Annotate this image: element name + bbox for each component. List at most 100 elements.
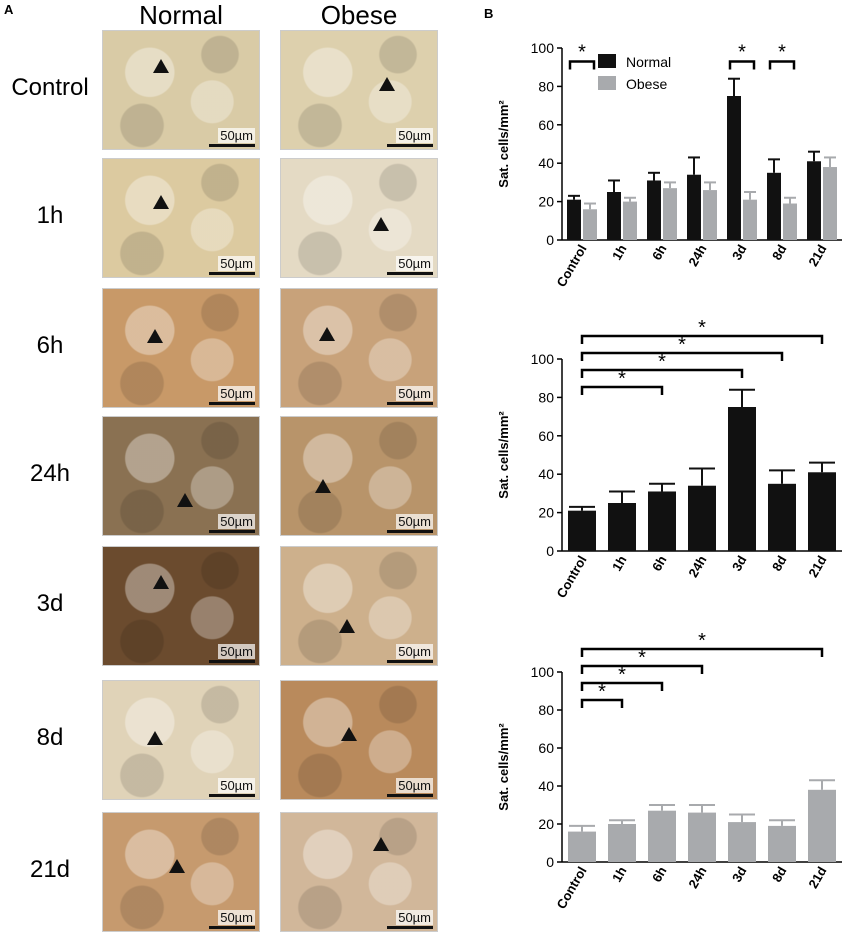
significance-star: * bbox=[738, 41, 746, 63]
x-tick-label: 24h bbox=[685, 553, 709, 580]
significance-star: * bbox=[658, 351, 666, 373]
column-header-normal: Normal bbox=[139, 0, 223, 30]
bar bbox=[767, 172, 781, 240]
bar bbox=[727, 96, 741, 240]
significance-bracket bbox=[580, 647, 824, 657]
bar bbox=[607, 192, 621, 240]
column-header-obese: Obese bbox=[320, 0, 398, 30]
x-tick-label: 6h bbox=[649, 553, 670, 574]
bar bbox=[663, 188, 677, 240]
arrowhead-icon bbox=[373, 837, 389, 851]
row-label-8d: 8d bbox=[36, 724, 64, 751]
row-label-6h: 6h bbox=[36, 332, 64, 359]
bar bbox=[648, 810, 676, 862]
significance-bracket bbox=[580, 698, 624, 708]
scale-bar bbox=[387, 402, 433, 405]
significance-star: * bbox=[618, 664, 626, 686]
bar bbox=[728, 822, 756, 862]
scale-bar bbox=[387, 926, 433, 929]
scale-bar-label: 50µm bbox=[218, 256, 255, 271]
legend-swatch bbox=[598, 76, 616, 90]
x-tick-label: 21d bbox=[805, 864, 829, 891]
scale-bar bbox=[387, 660, 433, 663]
row-label-control: Control bbox=[11, 74, 89, 101]
y-tick-label: 20 bbox=[538, 194, 554, 210]
bar bbox=[703, 190, 717, 240]
bar bbox=[728, 407, 756, 551]
arrowhead-icon bbox=[339, 619, 355, 633]
significance-bracket bbox=[580, 334, 824, 344]
micrograph-normal-1h: 50µm bbox=[102, 158, 260, 278]
arrowhead-icon bbox=[319, 327, 335, 341]
x-tick-label: 8d bbox=[769, 553, 790, 574]
significance-star: * bbox=[618, 368, 626, 390]
scale-bar bbox=[209, 402, 255, 405]
row-label-3d: 3d bbox=[36, 590, 64, 617]
scale-bar bbox=[209, 272, 255, 275]
scale-bar bbox=[209, 144, 255, 147]
micrograph-normal-3d: 50µm bbox=[102, 546, 260, 666]
micrograph-obese-control: 50µm bbox=[280, 30, 438, 150]
y-tick-label: 100 bbox=[531, 664, 555, 680]
y-tick-label: 100 bbox=[531, 351, 555, 367]
significance-bracket bbox=[580, 664, 704, 674]
scale-bar bbox=[387, 530, 433, 533]
micrograph-normal-control: 50µm bbox=[102, 30, 260, 150]
x-tick-label: Control bbox=[553, 553, 589, 601]
scale-bar bbox=[209, 660, 255, 663]
x-tick-label: 1h bbox=[609, 864, 630, 885]
significance-star: * bbox=[698, 630, 706, 652]
arrowhead-icon bbox=[373, 217, 389, 231]
x-tick-label: 8d bbox=[769, 242, 790, 263]
arrowhead-icon bbox=[147, 329, 163, 343]
arrowhead-icon bbox=[379, 77, 395, 91]
arrowhead-icon bbox=[153, 59, 169, 73]
bar bbox=[808, 789, 836, 862]
bar bbox=[647, 180, 661, 240]
scale-bar-label: 50µm bbox=[218, 644, 255, 659]
bar bbox=[568, 831, 596, 862]
y-tick-label: 100 bbox=[531, 40, 555, 56]
y-tick-label: 80 bbox=[538, 78, 554, 94]
bar bbox=[688, 812, 716, 862]
scale-bar-label: 50µm bbox=[396, 910, 433, 925]
panel-a-letter: A bbox=[4, 2, 14, 17]
arrowhead-icon bbox=[341, 727, 357, 741]
bar bbox=[768, 825, 796, 862]
x-tick-label: 24h bbox=[685, 864, 709, 891]
x-tick-label: 24h bbox=[685, 242, 709, 269]
scale-bar-label: 50µm bbox=[396, 256, 433, 271]
significance-bracket bbox=[580, 385, 664, 395]
bar bbox=[783, 203, 797, 240]
y-tick-label: 0 bbox=[546, 543, 554, 559]
legend-label: Obese bbox=[626, 76, 667, 92]
x-tick-label: 1h bbox=[609, 242, 630, 263]
significance-bracket bbox=[728, 60, 756, 70]
scale-bar-label: 50µm bbox=[218, 910, 255, 925]
significance-star: * bbox=[678, 334, 686, 356]
significance-bracket bbox=[580, 681, 664, 691]
y-axis-label: Sat. cells/mm² bbox=[496, 411, 511, 499]
y-tick-label: 80 bbox=[538, 702, 554, 718]
y-axis-label: Sat. cells/mm² bbox=[496, 723, 511, 811]
scale-bar bbox=[209, 794, 255, 797]
micrograph-obese-8d: 50µm bbox=[280, 680, 438, 800]
micrograph-normal-6h: 50µm bbox=[102, 288, 260, 408]
micrograph-normal-8d: 50µm bbox=[102, 680, 260, 800]
micrograph-obese-21d: 50µm bbox=[280, 812, 438, 932]
panel-b-letter: B bbox=[484, 6, 494, 21]
significance-star: * bbox=[698, 317, 706, 339]
scale-bar-label: 50µm bbox=[218, 128, 255, 143]
scale-bar bbox=[209, 926, 255, 929]
x-tick-label: 3d bbox=[729, 553, 750, 574]
significance-bracket bbox=[568, 60, 596, 70]
bar bbox=[807, 161, 821, 240]
y-tick-label: 0 bbox=[546, 854, 554, 870]
significance-star: * bbox=[598, 681, 606, 703]
x-tick-label: 3d bbox=[729, 864, 750, 885]
scale-bar-label: 50µm bbox=[396, 514, 433, 529]
scale-bar-label: 50µm bbox=[218, 514, 255, 529]
significance-star: * bbox=[778, 41, 786, 63]
bar bbox=[623, 201, 637, 240]
x-tick-label: Control bbox=[553, 864, 589, 912]
